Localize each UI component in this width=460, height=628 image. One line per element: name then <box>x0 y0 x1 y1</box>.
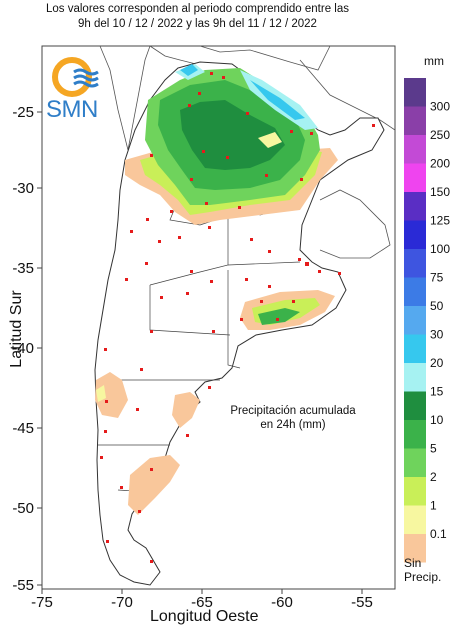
legend-swatch <box>404 334 426 363</box>
legend-swatch <box>404 477 426 506</box>
legend-label: 100 <box>430 242 450 256</box>
smn-logo-icon <box>52 57 99 97</box>
header-line-2: 9h del 10 / 12 / 2022 y las 9h del 11 / … <box>78 18 317 30</box>
map-annotation: Precipitación acumulada en 24h (mm) <box>228 404 358 432</box>
legend-no-precip: Sin Precip. <box>404 556 441 584</box>
legend-label: 150 <box>430 185 450 199</box>
legend-label: 300 <box>430 100 450 114</box>
legend-swatch <box>404 249 426 278</box>
x-tick-label: -65 <box>191 594 213 611</box>
no-precip-line-2: Precip. <box>404 570 442 584</box>
legend-swatch <box>404 277 426 306</box>
y-tick-label: -45 <box>12 420 34 437</box>
legend-swatch <box>404 192 426 221</box>
legend-swatch <box>404 420 426 449</box>
legend-label: 20 <box>430 356 444 370</box>
x-tick-label: -75 <box>31 594 53 611</box>
legend-swatch <box>404 135 426 164</box>
legend-swatch <box>404 78 426 107</box>
legend-label: 250 <box>430 128 450 142</box>
legend-label: 5 <box>430 442 437 456</box>
legend-label: 2 <box>430 470 437 484</box>
legend-swatch <box>404 220 426 249</box>
x-tick-label: -70 <box>111 594 133 611</box>
x-tick-label: -55 <box>351 594 373 611</box>
legend-swatch <box>404 448 426 477</box>
legend-swatch <box>404 306 426 335</box>
precip-shading <box>95 64 338 515</box>
station-dots <box>100 72 375 563</box>
y-tick-label: -30 <box>12 180 34 197</box>
legend-swatch <box>404 505 426 534</box>
x-axis-title: Longitud Oeste <box>150 608 259 625</box>
y-tick-label: -35 <box>12 260 34 277</box>
y-tick-label: -50 <box>12 500 34 517</box>
legend-label: 75 <box>430 271 444 285</box>
legend-swatch <box>404 391 426 420</box>
header-line-1: Los valores corresponden al periodo comp… <box>45 3 349 15</box>
legend-unit: mm <box>424 54 444 68</box>
neighbour-borders <box>99 45 396 259</box>
legend-label: 0.1 <box>430 527 447 541</box>
y-tick-label: -55 <box>12 577 34 594</box>
y-axis-title: Latitud Sur <box>8 290 25 368</box>
axis-ticks <box>37 111 363 594</box>
legend-label: 30 <box>430 328 444 342</box>
smn-logo-text: SMN <box>46 96 98 123</box>
legend-label: 125 <box>430 214 450 228</box>
legend-label: 15 <box>430 385 444 399</box>
legend-colorbar: 300 250 200 150 125 100 75 50 30 20 15 10 5 2 1 0.1 <box>404 78 450 563</box>
annotation-line-1: Precipitación acumulada <box>230 405 356 417</box>
y-tick-label: -40 <box>12 340 34 357</box>
legend-swatch <box>404 363 426 392</box>
legend-swatch <box>404 534 426 563</box>
legend-swatch <box>404 163 426 192</box>
legend-label: 50 <box>430 299 444 313</box>
x-tick-label: -60 <box>271 594 293 611</box>
legend-label: 200 <box>430 157 450 171</box>
no-precip-line-1: Sin <box>404 556 422 570</box>
legend-label: 10 <box>430 413 444 427</box>
legend-swatch <box>404 106 426 135</box>
legend-label: 1 <box>430 499 437 513</box>
y-tick-label: -25 <box>12 104 34 121</box>
annotation-line-2: en 24h (mm) <box>260 419 326 431</box>
